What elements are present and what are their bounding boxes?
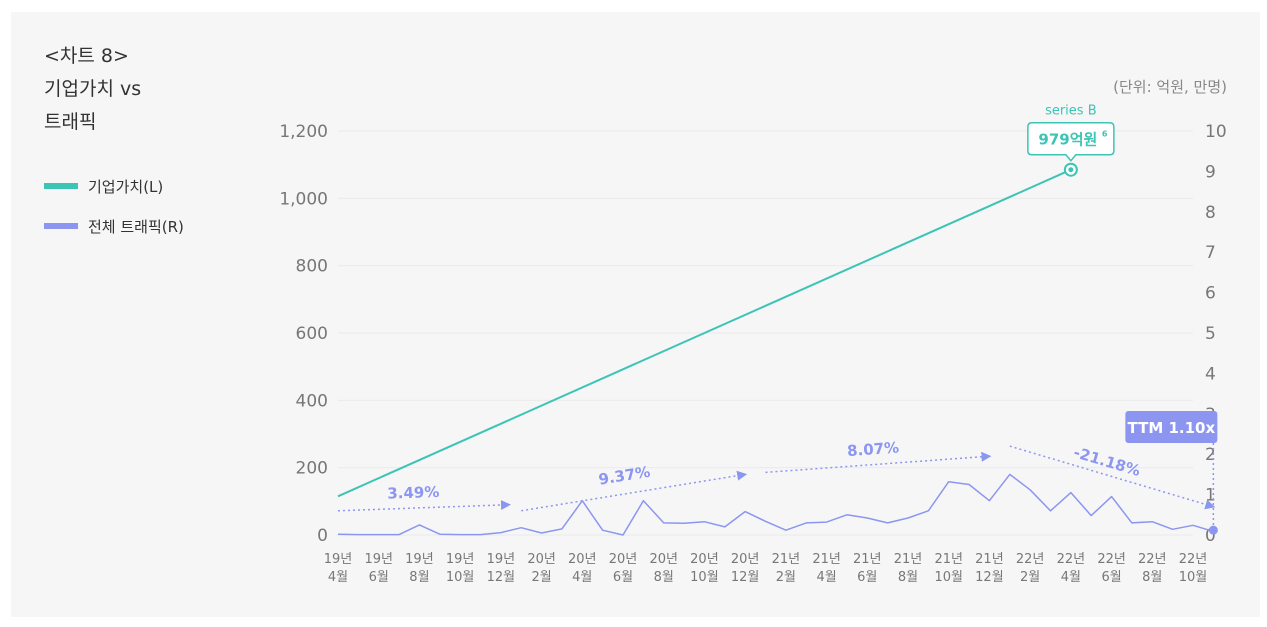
right-tick-label: 6 — [1205, 284, 1216, 304]
x-tick-label: 20년 10월 — [690, 552, 719, 585]
legend-item-traffic: 전체 트래픽(R) — [44, 206, 184, 246]
left-tick-label: 1,000 — [279, 189, 328, 209]
x-tick-label: 20년 4월 — [568, 552, 597, 585]
growth-arrow — [337, 499, 511, 512]
x-tick-label: 19년 12월 — [487, 552, 516, 585]
x-tick-label: 19년 10월 — [446, 552, 475, 585]
legend-item-valuation: 기업가치(L) — [44, 166, 184, 206]
growth-arrow — [765, 451, 992, 474]
ttm-badge — [1125, 411, 1218, 443]
series-b-value: 979억원 — [1038, 131, 1097, 149]
growth-arrow — [1009, 445, 1216, 510]
ttm-marker — [1208, 525, 1218, 535]
x-tick-label: 19년 6월 — [364, 552, 393, 585]
x-tick-label: 22년 8월 — [1138, 552, 1167, 585]
legend-label-traffic: 전체 트래픽(R) — [88, 217, 184, 236]
growth-label: 3.49% — [387, 483, 440, 503]
x-tick-label: 21년 8월 — [894, 552, 923, 585]
unit-label: (단위: 억원, 만명) — [1113, 78, 1227, 96]
right-tick-label: 2 — [1205, 445, 1216, 465]
series-b-marker-dot — [1068, 167, 1074, 173]
title-line-1: <차트 8> — [44, 45, 129, 67]
right-tick-label: 8 — [1205, 203, 1216, 223]
right-tick-label: 4 — [1205, 364, 1216, 384]
x-tick-label: 21년 4월 — [812, 552, 841, 585]
series-b-footnote: 6 — [1102, 130, 1108, 139]
chart-panel — [11, 12, 1260, 617]
right-tick-label: 9 — [1205, 162, 1216, 182]
left-tick-label: 1,200 — [279, 122, 328, 142]
x-tick-label: 20년 2월 — [527, 552, 556, 585]
series-b-callout-box — [1027, 121, 1115, 162]
x-tick-label: 22년 2월 — [1016, 552, 1045, 585]
title-line-3: 트래픽 — [44, 111, 97, 133]
x-tick-label: 20년 12월 — [731, 552, 760, 585]
x-tick-label: 21년 6월 — [853, 552, 882, 585]
x-tick-label: 22년 6월 — [1097, 552, 1126, 585]
title-line-2: 기업가치 vs — [44, 78, 142, 100]
x-tick-label: 22년 4월 — [1057, 552, 1086, 585]
traffic-line — [337, 473, 1210, 536]
left-tick-label: 800 — [296, 257, 328, 277]
right-tick-label: 10 — [1205, 122, 1227, 142]
right-tick-label: 7 — [1205, 243, 1216, 263]
x-tick-label: 20년 8월 — [649, 552, 678, 585]
ttm-label: TTM 1.10x — [1128, 419, 1216, 437]
x-tick-label: 20년 6월 — [609, 552, 638, 585]
left-tick-label: 0 — [317, 526, 328, 546]
series-b-label: series B — [1045, 104, 1097, 119]
valuation-line — [337, 168, 1072, 498]
chart-title: <차트 8> 기업가치 vs 트래픽 — [44, 40, 141, 139]
left-tick-label: 400 — [296, 391, 328, 411]
growth-label: 8.07% — [847, 438, 900, 460]
right-tick-label: 1 — [1205, 486, 1216, 506]
left-tick-label: 200 — [296, 459, 328, 479]
x-tick-label: 19년 4월 — [324, 552, 353, 585]
legend: 기업가치(L) 전체 트래픽(R) — [44, 166, 184, 246]
x-tick-label: 21년 12월 — [975, 552, 1004, 585]
x-tick-label: 22년 10월 — [1179, 552, 1208, 585]
legend-swatch-traffic — [44, 223, 78, 229]
x-tick-label: 19년 8월 — [405, 552, 434, 585]
right-tick-label: 5 — [1205, 324, 1216, 344]
x-tick-label: 21년 10월 — [934, 552, 963, 585]
growth-label: 9.37% — [597, 463, 651, 489]
legend-label-valuation: 기업가치(L) — [88, 177, 164, 196]
left-tick-label: 600 — [296, 324, 328, 344]
legend-swatch-valuation — [44, 183, 78, 189]
right-tick-label: 0 — [1205, 526, 1216, 546]
x-tick-label: 21년 2월 — [772, 552, 801, 585]
